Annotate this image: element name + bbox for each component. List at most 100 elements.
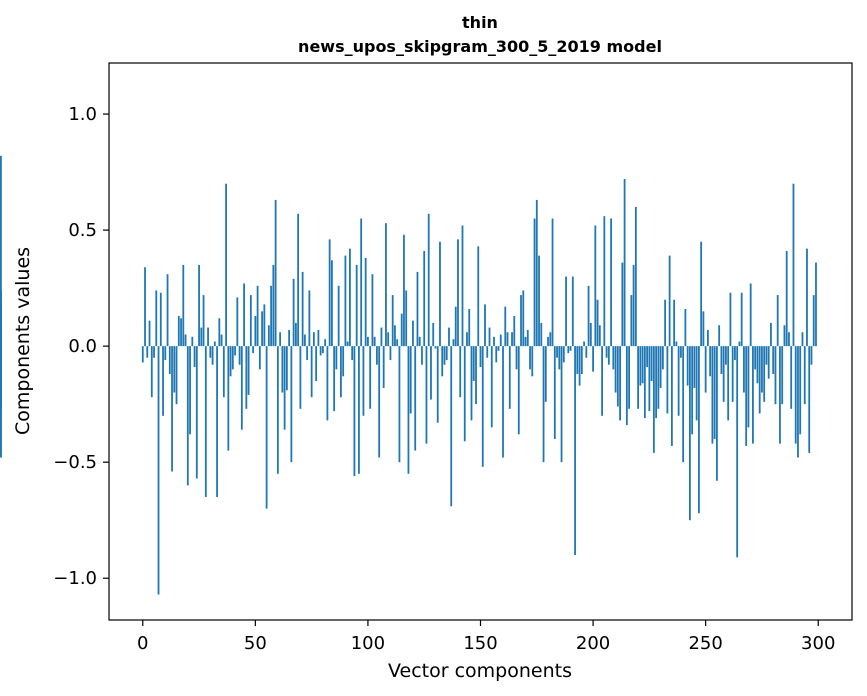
bar-72 (303, 334, 306, 347)
bar-45 (243, 283, 245, 347)
bar-29 (207, 327, 209, 347)
bar-39 (229, 346, 232, 377)
bar-296 (808, 346, 811, 453)
bar-240 (682, 346, 685, 463)
bar-310 (0, 346, 2, 458)
bar-121 (414, 346, 417, 451)
bar-244 (691, 346, 694, 435)
bar-143 (463, 346, 466, 442)
bar-56 (267, 325, 270, 347)
bar-230 (659, 346, 662, 388)
bar-295 (806, 248, 808, 347)
bar-53 (261, 311, 263, 347)
bar-284 (781, 346, 784, 405)
bar-222 (641, 346, 644, 384)
x-tick-label: 250 (688, 633, 722, 654)
bar-298 (812, 295, 815, 347)
bar-77 (315, 346, 318, 381)
bar-89 (342, 346, 345, 377)
bar-129 (432, 322, 435, 347)
bar-242 (686, 346, 689, 386)
bar-23 (193, 346, 196, 368)
bar-206 (605, 346, 608, 358)
bar-198 (587, 285, 590, 347)
bar-111 (391, 295, 394, 347)
bar-249 (702, 311, 705, 347)
bar-139 (454, 306, 457, 347)
bar-9 (162, 346, 164, 416)
bar-134 (443, 346, 446, 365)
bar-98 (362, 346, 365, 416)
bar-49 (252, 346, 254, 354)
bar-235 (670, 346, 673, 446)
y-axis-ticks: −1.0 −0.5 0.0 0.5 1.0 (53, 104, 109, 589)
bar-218 (632, 264, 635, 347)
bar-194 (578, 346, 581, 386)
bar-125 (423, 250, 426, 347)
bar-103 (373, 336, 376, 347)
bar-2 (146, 346, 149, 358)
bar-3 (148, 320, 151, 347)
bar-312 (0, 304, 2, 347)
bar-172 (529, 346, 531, 370)
bar-187 (562, 346, 565, 363)
bar-162 (506, 332, 509, 347)
bar-81 (324, 339, 327, 347)
bar-173 (531, 346, 534, 377)
bar-190 (569, 346, 572, 351)
bar-24 (195, 346, 198, 479)
chart-title-line-1: thin (462, 13, 498, 32)
bar-67 (292, 278, 295, 347)
bar-283 (779, 346, 781, 444)
bar-262 (731, 346, 734, 402)
bar-271 (752, 346, 754, 444)
bar-73 (306, 346, 309, 361)
bar-46 (245, 346, 248, 409)
bar-135 (445, 346, 448, 361)
bar-38 (227, 346, 230, 451)
bar-163 (508, 346, 511, 409)
bar-137 (450, 346, 453, 507)
bar-263 (734, 346, 736, 361)
bar-274 (758, 346, 761, 414)
bar-68 (294, 322, 297, 347)
bar-158 (497, 346, 500, 351)
bar-189 (567, 346, 570, 354)
bar-215 (625, 346, 628, 426)
bar-299 (815, 262, 817, 347)
bar-254 (713, 346, 716, 439)
y-tick-label: 0.5 (68, 220, 97, 241)
y-tick-label: 1.0 (68, 104, 97, 125)
bar-102 (371, 274, 374, 347)
x-axis-label: Vector components (388, 660, 572, 682)
bar-96 (358, 346, 360, 474)
bar-237 (675, 341, 678, 347)
bar-127 (427, 213, 430, 347)
bar-16 (177, 315, 180, 347)
bar-108 (385, 223, 387, 347)
bar-227 (652, 346, 655, 453)
bar-219 (634, 206, 637, 347)
bar-144 (466, 332, 468, 347)
bar-214 (623, 179, 626, 347)
bar-42 (236, 297, 239, 347)
bar-147 (472, 346, 475, 381)
bar-35 (220, 334, 223, 347)
bar-178 (542, 346, 545, 463)
bar-79 (319, 346, 322, 356)
bar-128 (430, 346, 432, 400)
bar-184 (556, 346, 558, 358)
bar-207 (607, 346, 610, 365)
bar-229 (657, 346, 660, 409)
bar-151 (481, 346, 484, 467)
bar-4 (150, 346, 153, 398)
x-tick-label: 0 (137, 633, 148, 654)
bar-94 (353, 346, 356, 477)
bar-233 (666, 346, 669, 414)
bar-97 (360, 218, 363, 347)
bar-250 (704, 346, 707, 393)
bar-181 (549, 332, 552, 347)
bar-58 (272, 264, 275, 347)
bar-37 (225, 183, 227, 347)
